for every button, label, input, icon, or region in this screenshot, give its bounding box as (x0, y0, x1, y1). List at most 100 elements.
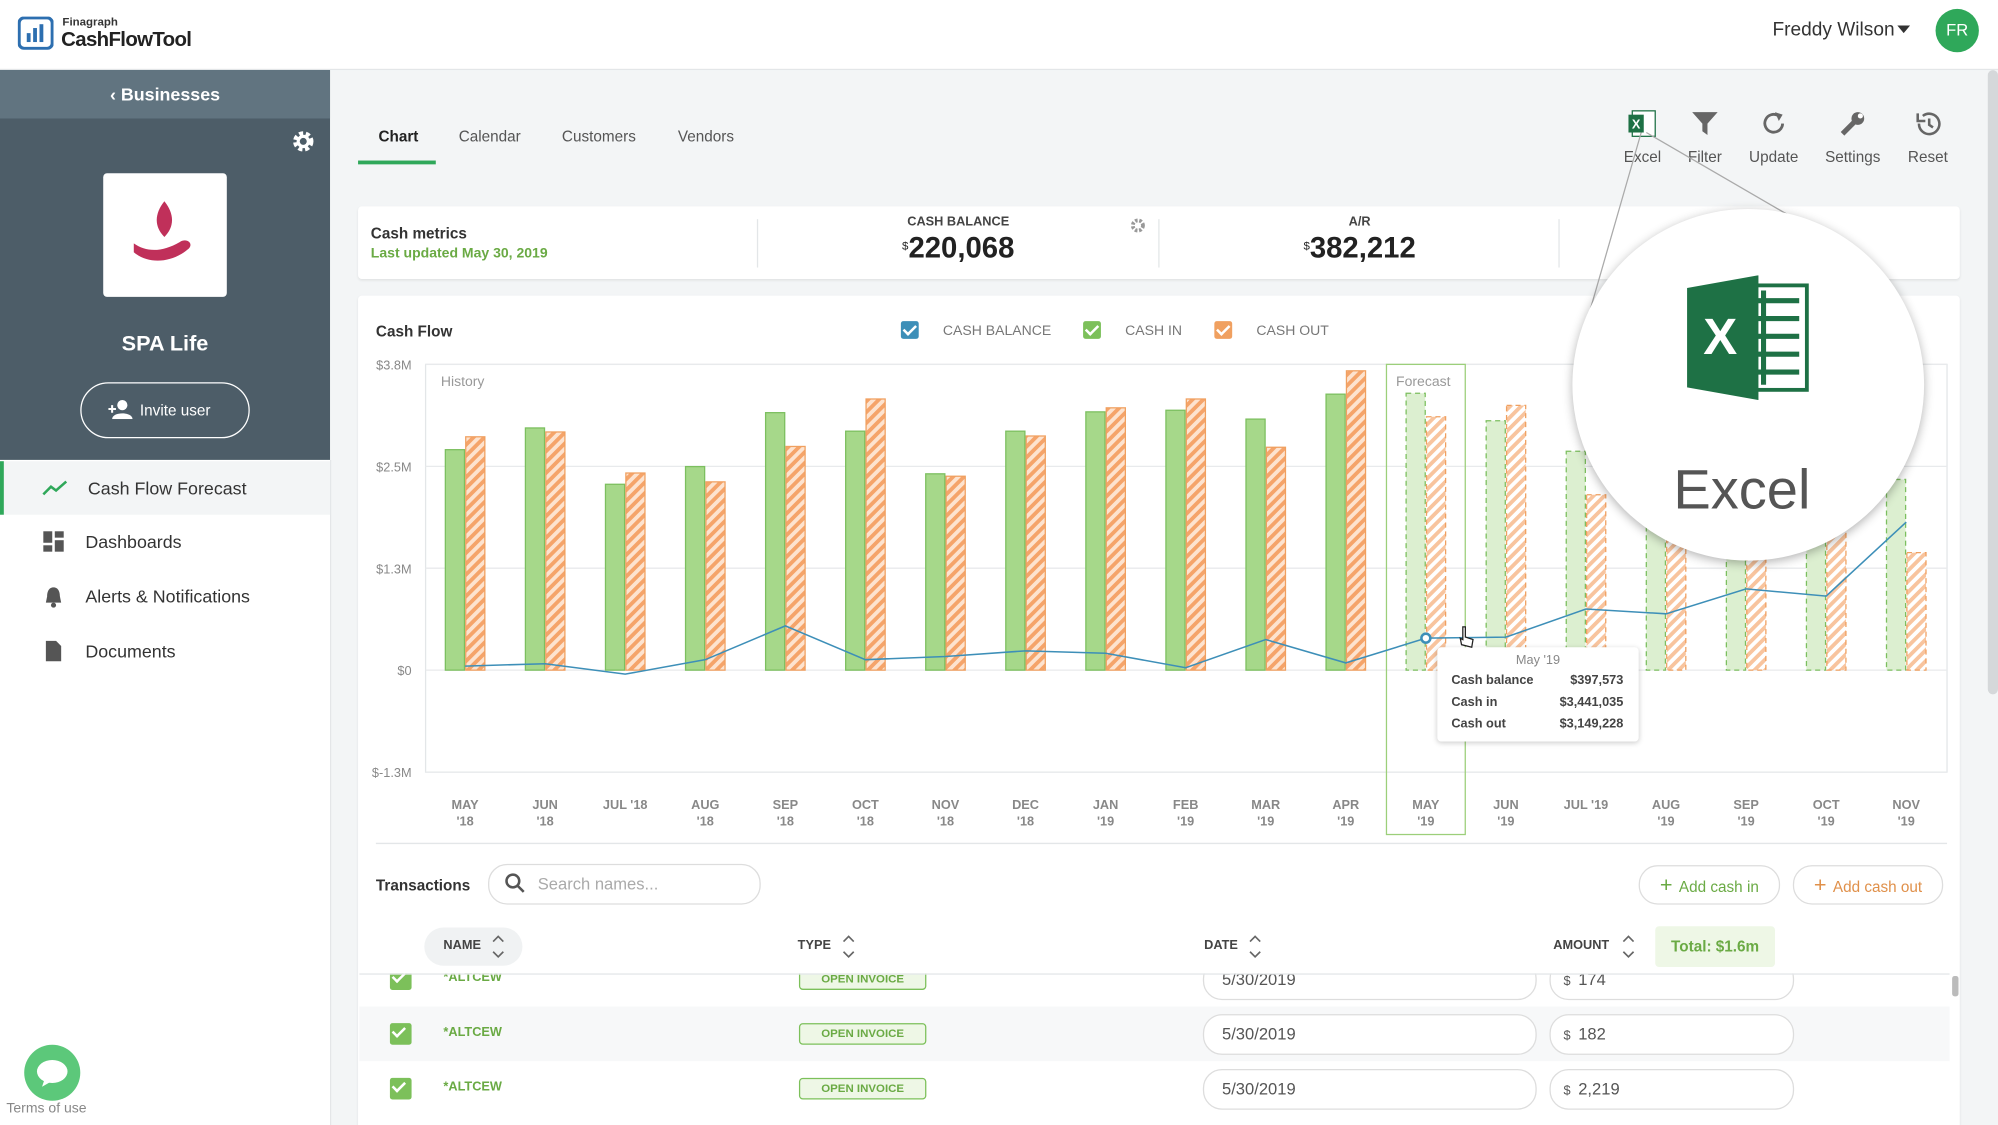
row-checkbox[interactable] (389, 1077, 412, 1100)
row-date[interactable]: 5/30/2019 (1202, 1068, 1537, 1110)
annotation: History (441, 373, 485, 389)
bar (1345, 370, 1367, 671)
row-amount[interactable]: $2,219 (1549, 1068, 1795, 1110)
tool-label: Settings (1825, 147, 1881, 166)
settings-gear[interactable] (291, 129, 316, 154)
x-tick-label: AUG '18 (691, 798, 720, 830)
metrics-updated: Last updated May 30, 2019 (370, 245, 548, 262)
bar (524, 427, 546, 671)
callout-label: Excel (1673, 458, 1811, 522)
forecast-band (1385, 363, 1466, 836)
user-name[interactable]: Freddy Wilson (1772, 19, 1895, 41)
bar (1585, 494, 1607, 671)
tooltip-value: $3,149,228 (1559, 717, 1624, 732)
y-tick-label: $1.3M (376, 561, 411, 576)
metric-number: 382,212 (1309, 230, 1416, 264)
transactions-title: Transactions (375, 876, 471, 895)
nav-item[interactable]: Documents (0, 624, 330, 678)
avatar[interactable]: FR (1935, 8, 1979, 53)
tool-label: Update (1749, 147, 1799, 166)
column-header[interactable]: NAME (443, 938, 481, 954)
bar (1085, 411, 1106, 671)
add-cash-in[interactable]: + Add cash in (1638, 865, 1781, 905)
x-tick-label: MAY '19 (1412, 798, 1440, 830)
total: Total: $1.6m (1655, 926, 1776, 968)
bar (705, 481, 726, 671)
legend-checkbox (1214, 321, 1233, 339)
brand-small: Finagraph (62, 15, 118, 29)
legend-label: CASH OUT (1256, 323, 1329, 339)
chart-title: Cash Flow (375, 322, 453, 341)
terms-link[interactable]: Terms of use (6, 1100, 87, 1117)
row-name: *ALTCEW (443, 1025, 502, 1040)
balance-line (465, 521, 1907, 675)
tooltip-value: $397,573 (1570, 673, 1624, 688)
x-tick-label: AUG '19 (1651, 798, 1681, 830)
hover-point (1420, 632, 1432, 644)
nav-item[interactable]: Dashboards (0, 515, 330, 569)
x-tick-label: NOV '18 (931, 798, 960, 830)
tooltip-title: May '19 (1515, 653, 1561, 668)
invite-icon (108, 400, 133, 420)
bar (1265, 446, 1287, 671)
invite-button[interactable]: Invite user (80, 382, 250, 439)
bar (545, 431, 566, 671)
tab[interactable]: Customers (561, 127, 636, 146)
add-cash-out[interactable]: + Add cash out (1792, 865, 1944, 905)
nav-item[interactable]: Cash Flow Forecast (0, 461, 331, 515)
tool-reset[interactable]: Reset (1890, 108, 1966, 166)
header-rule (359, 973, 1950, 975)
excel-icon: X (1687, 275, 1809, 401)
currency: $ (1563, 974, 1571, 989)
sort-icon (492, 935, 504, 958)
company-name: SPA Life (121, 331, 209, 356)
metric-gear[interactable] (1130, 218, 1145, 233)
currency: $ (1563, 1084, 1571, 1099)
row-checkbox[interactable] (389, 1023, 412, 1045)
back-businesses[interactable]: ‹ Businesses (0, 70, 331, 119)
excel-callout: X Excel (1572, 208, 1925, 561)
nav-label: Documents (85, 640, 176, 662)
bar (604, 483, 626, 671)
plus: + (1659, 872, 1673, 897)
row-name: *ALTCEW (443, 1080, 502, 1095)
legend-checkbox (900, 321, 919, 339)
bar (1005, 430, 1026, 671)
svg-text:X: X (1703, 308, 1737, 365)
row-amount[interactable]: $182 (1549, 1014, 1795, 1055)
top-bar (0, 0, 1998, 71)
x-tick-label: JUL '19 (1563, 798, 1609, 813)
column-header[interactable]: AMOUNT (1553, 938, 1610, 954)
nav-item[interactable]: Alerts & Notifications (0, 570, 330, 624)
column-header[interactable]: DATE (1204, 938, 1238, 954)
x-tick-label: APR '19 (1332, 798, 1360, 830)
search-placeholder: Search names... (537, 874, 659, 894)
chat-button[interactable] (24, 1044, 81, 1101)
tool-label: Reset (1907, 147, 1948, 166)
tooltip-label: Cash in (1451, 695, 1498, 710)
tab[interactable]: Vendors (677, 127, 735, 146)
tab[interactable]: Chart (378, 127, 419, 146)
page-scrollbar[interactable] (1987, 70, 1998, 695)
column-header[interactable]: TYPE (797, 938, 831, 954)
nav-label: Dashboards (85, 531, 182, 552)
annotation: Forecast (1396, 373, 1451, 389)
row-date[interactable]: 5/30/2019 (1202, 1014, 1537, 1055)
tab[interactable]: Calendar (458, 127, 521, 146)
table-scrollbar[interactable] (1952, 975, 1959, 997)
tool-excel[interactable]: X Excel (1604, 108, 1680, 166)
search-input[interactable]: Search names... (488, 863, 761, 905)
brand: CashFlowTool (61, 29, 192, 51)
tooltip-label: Cash balance (1451, 673, 1534, 688)
currency: $ (1563, 1029, 1571, 1044)
y-tick-label: $2.5M (376, 459, 411, 474)
bar (684, 465, 706, 671)
tool-update[interactable]: Update (1736, 108, 1812, 166)
tooltip-value: $3,441,035 (1559, 695, 1624, 710)
amount: 2,219 (1578, 1079, 1620, 1099)
tool-settings[interactable]: Settings (1815, 108, 1891, 166)
x-tick-label: NOV '19 (1892, 798, 1921, 830)
back-label: Businesses (120, 84, 221, 105)
